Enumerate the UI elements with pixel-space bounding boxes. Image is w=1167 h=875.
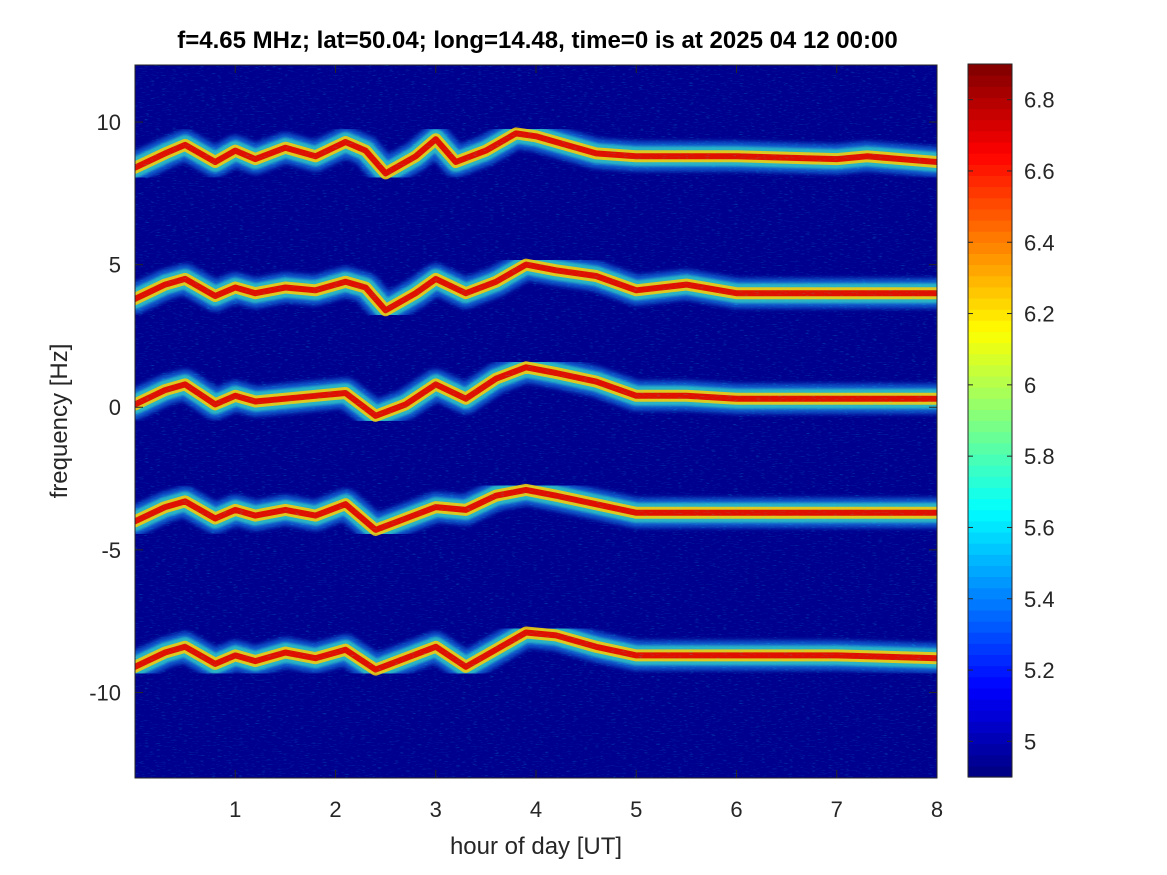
colorbar-tick-label: 6 — [1024, 373, 1036, 398]
x-tick-label: 4 — [530, 797, 542, 822]
colorbar-swatch — [968, 765, 1012, 778]
colorbar-swatch — [968, 275, 1012, 288]
y-tick-label: 10 — [97, 110, 121, 135]
colorbar-swatch — [968, 654, 1012, 667]
colorbar-tick-label: 6.2 — [1024, 302, 1055, 327]
colorbar-swatch — [968, 242, 1012, 254]
colorbar-swatch — [968, 453, 1012, 466]
x-tick-label: 3 — [430, 797, 442, 822]
y-ticks: 10 5 0 -5 -10 — [89, 110, 937, 705]
colorbar-swatch — [968, 264, 1012, 277]
colorbar-swatch — [968, 231, 1012, 243]
colorbar-swatch — [968, 621, 1012, 633]
colorbar-swatch — [968, 699, 1012, 711]
colorbar-swatch — [968, 297, 1012, 310]
colorbar-tick-label: 6.6 — [1024, 159, 1055, 184]
x-tick-label: 5 — [630, 797, 642, 822]
colorbar-swatch — [968, 598, 1012, 611]
colorbar-swatch — [968, 487, 1012, 500]
x-tick-label: 8 — [931, 797, 943, 822]
colorbar-tick-label: 5 — [1024, 729, 1036, 754]
y-tick-label: 5 — [109, 253, 121, 278]
colorbar-swatch — [968, 587, 1012, 600]
colorbar-swatch — [968, 554, 1012, 566]
colorbar-swatch — [968, 119, 1012, 132]
colorbar-border — [967, 63, 1013, 778]
colorbar-swatch — [968, 86, 1012, 99]
colorbar-swatch — [968, 431, 1012, 444]
colorbar-swatch — [968, 576, 1012, 589]
colorbar-swatch — [968, 286, 1012, 299]
colorbar-swatch — [968, 186, 1012, 199]
colorbar-swatch — [968, 565, 1012, 578]
colorbar-swatch — [968, 442, 1012, 455]
colorbar-swatch — [968, 531, 1012, 544]
colorbar-swatch — [968, 320, 1012, 332]
chart-title: f=4.65 MHz; lat=50.04; long=14.48, time=… — [177, 27, 898, 54]
colorbar-swatch — [968, 409, 1012, 422]
colorbar-tick-label: 6.4 — [1024, 230, 1055, 255]
x-ticks: 1 2 3 4 5 6 7 8 — [229, 65, 943, 822]
x-tick-label: 6 — [730, 797, 742, 822]
colorbar-swatch — [968, 509, 1012, 522]
colorbar-swatch — [968, 632, 1012, 644]
colorbar-swatch — [968, 153, 1012, 165]
colorbar-swatch — [968, 498, 1012, 511]
colorbar-swatch — [968, 164, 1012, 177]
colorbar-swatch — [968, 398, 1012, 410]
colorbar-swatch — [968, 331, 1012, 344]
colorbar-swatch — [968, 732, 1012, 745]
colorbar-swatch — [968, 108, 1012, 121]
colorbar-swatch — [968, 743, 1012, 756]
colorbar-swatch — [968, 465, 1012, 477]
colorbar-swatch — [968, 676, 1012, 689]
y-tick-label: 0 — [109, 395, 121, 420]
colorbar-swatch — [968, 75, 1012, 87]
colorbar-swatch — [968, 643, 1012, 656]
colorbar-swatch — [968, 420, 1012, 433]
colorbar: 6.8 6.6 6.4 6.2 6 5.8 5.6 5.4 5.2 5 — [967, 63, 1055, 778]
colorbar-swatch — [968, 130, 1012, 143]
colorbar-swatch — [968, 309, 1012, 321]
colorbar-tick-label: 5.8 — [1024, 444, 1055, 469]
colorbar-swatch — [968, 219, 1012, 232]
colorbar-swatch — [968, 141, 1012, 154]
x-axis-label: hour of day [UT] — [449, 833, 623, 860]
colorbar-tick-label: 5.2 — [1024, 658, 1055, 683]
colorbar-tick-label: 5.4 — [1024, 587, 1055, 612]
colorbar-swatch — [968, 175, 1012, 188]
colorbar-swatch — [968, 387, 1012, 399]
x-tick-label: 1 — [229, 797, 241, 822]
x-tick-label: 7 — [831, 797, 843, 822]
colorbar-swatch — [968, 543, 1012, 555]
colorbar-swatch — [968, 665, 1012, 678]
speckle-noise — [135, 65, 937, 778]
colorbar-swatch — [968, 97, 1012, 110]
colorbar-swatch — [968, 353, 1012, 366]
colorbar-swatch — [968, 342, 1012, 355]
colorbar-swatch — [968, 520, 1012, 533]
colorbar-tick-label: 6.8 — [1024, 88, 1055, 113]
colorbar-swatch — [968, 721, 1012, 734]
traces-layer — [135, 65, 937, 778]
colorbar-swatch — [968, 364, 1012, 377]
colorbar-swatch — [968, 64, 1012, 76]
colorbar-swatch — [968, 476, 1012, 488]
colorbar-swatch — [968, 197, 1012, 210]
colorbar-swatch — [968, 609, 1012, 622]
y-tick-label: -10 — [89, 680, 121, 705]
colorbar-swatch — [968, 710, 1012, 722]
colorbar-swatch — [968, 208, 1012, 221]
colorbar-tick-label: 5.6 — [1024, 515, 1055, 540]
colorbar-swatch — [968, 253, 1012, 266]
colorbar-swatch — [968, 375, 1012, 388]
x-tick-label: 2 — [329, 797, 341, 822]
colorbar-swatch — [968, 754, 1012, 767]
colorbar-swatch — [968, 687, 1012, 700]
y-tick-label: -5 — [101, 538, 121, 563]
